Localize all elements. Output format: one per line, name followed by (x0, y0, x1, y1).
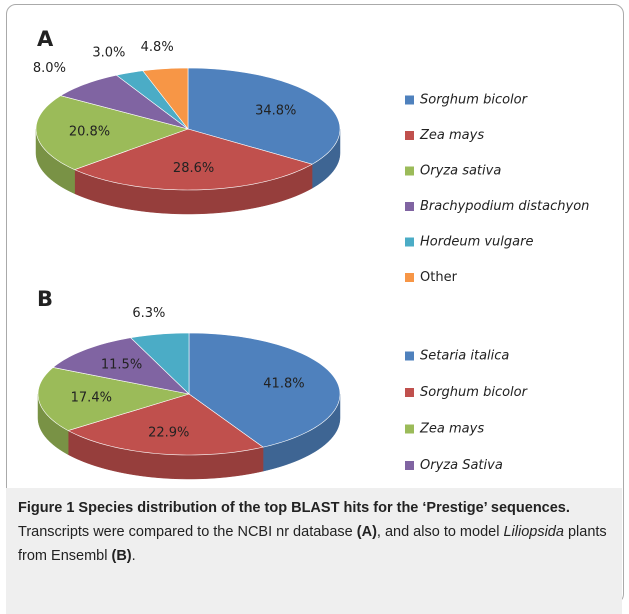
data-label: 4.8% (141, 40, 174, 55)
panel-label: B (37, 287, 53, 311)
legend-swatch (405, 461, 414, 470)
slice-top (130, 332, 190, 395)
data-label: 3.0% (92, 46, 125, 61)
caption-text: plants from Ensembl (18, 524, 607, 564)
slice-top (115, 70, 189, 130)
legend-swatch (405, 131, 414, 140)
caption-title: Figure 1 Species distribution of the top… (18, 500, 570, 516)
legend-swatch (405, 202, 414, 211)
slice-top (67, 393, 264, 456)
pie-slice (188, 332, 341, 472)
slice-top (37, 367, 190, 431)
caption-text: Liliopsida (503, 524, 564, 540)
data-label: 11.5% (101, 358, 142, 373)
data-label: 22.9% (148, 425, 189, 440)
pie-slice (35, 95, 190, 195)
caption-text: (A) (356, 524, 377, 540)
legend-text: Brachypodium distachyon (420, 199, 589, 214)
legend-swatch (405, 273, 414, 282)
caption-text: , and also to model (376, 524, 504, 540)
slice-top (73, 128, 313, 191)
slice-top (35, 95, 190, 170)
pie-slice (59, 74, 189, 130)
pie-slice (130, 332, 190, 395)
caption-text: (B) (111, 548, 132, 564)
slice-top (187, 67, 341, 165)
caption: Figure 1 Species distribution of the top… (6, 488, 622, 614)
legend-swatch (405, 388, 414, 397)
legend-swatch (405, 351, 414, 361)
data-label: 41.8% (263, 376, 304, 391)
pie-slice (115, 70, 189, 130)
legend-text: Hordeum vulgare (420, 235, 533, 250)
data-label: 20.8% (69, 124, 110, 139)
slice-top (52, 337, 190, 395)
pie-slice (187, 67, 341, 189)
legend-swatch (405, 424, 414, 434)
legend-swatch (405, 95, 414, 105)
data-label: 8.0% (33, 61, 66, 76)
slice-top (142, 67, 189, 130)
data-label: 34.8% (255, 103, 296, 118)
data-label: 6.3% (132, 306, 165, 321)
legend-text: Sorghum bicolor (420, 385, 529, 400)
legend-text: Zea mays (419, 422, 484, 437)
legend-text: Setaria italica (420, 349, 509, 364)
legend-text: Oryza sativa (420, 164, 501, 179)
pie-slice (37, 367, 190, 456)
pie-slice (67, 393, 264, 480)
caption-text: . (131, 548, 136, 564)
slice-top (59, 74, 189, 130)
legend-text: Sorghum bicolor (420, 93, 529, 108)
legend-text: Other (420, 270, 458, 285)
panel-label: A (37, 27, 54, 51)
slice-top (188, 332, 341, 448)
data-label: 28.6% (173, 161, 214, 176)
pie-slice (142, 67, 189, 130)
legend-text: Zea mays (419, 128, 484, 143)
legend-text: Oryza Sativa (420, 458, 503, 473)
pie-slice (52, 337, 190, 395)
legend-swatch (405, 166, 414, 176)
data-label: 17.4% (71, 390, 112, 405)
caption-text: Transcripts were compared to the NCBI nr… (18, 524, 357, 540)
legend-swatch (405, 237, 414, 247)
pie-slice (73, 128, 313, 215)
